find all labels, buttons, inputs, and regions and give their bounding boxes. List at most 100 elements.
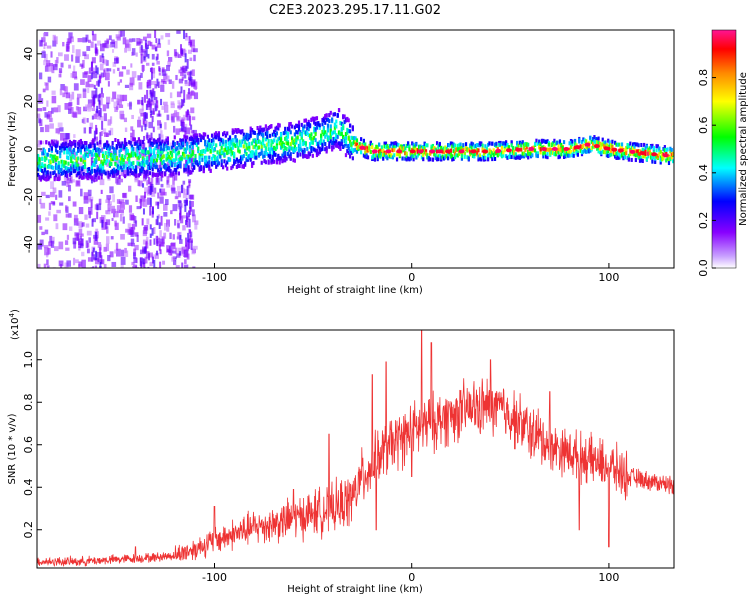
heatmap-streak-cell — [159, 249, 162, 255]
heatmap-noise-cell — [105, 243, 110, 252]
heatmap-band-cell — [94, 147, 98, 152]
heatmap-band-cell — [208, 146, 211, 151]
heatmap-band-cell — [119, 161, 123, 166]
heatmap-noise-cell — [177, 100, 181, 105]
heatmap-band-cell — [126, 148, 129, 153]
heatmap-band-cell — [605, 153, 608, 158]
heatmap-noise-cell — [73, 83, 79, 91]
heatmap-band-cell — [302, 150, 305, 155]
heatmap-band-cell — [70, 168, 73, 173]
heatmap-noise-cell — [37, 214, 42, 223]
heatmap-band-cell — [72, 139, 76, 144]
heatmap-band-cell — [314, 132, 317, 137]
heatmap-band-cell — [114, 138, 117, 143]
heatmap-band-cell — [165, 153, 168, 158]
heatmap-noise-cell — [98, 97, 103, 106]
heatmap-band-cell — [560, 142, 563, 147]
heatmap-band-cell — [659, 158, 662, 163]
heatmap-noise-cell — [186, 242, 189, 250]
heatmap-band-cell — [140, 168, 143, 173]
heatmap-band-cell — [114, 161, 117, 166]
heatmap-band-cell — [231, 128, 234, 133]
heatmap-band-cell — [447, 151, 450, 156]
heatmap-band-cell — [346, 127, 349, 132]
heatmap-band-cell — [393, 145, 396, 150]
heatmap-band-cell — [133, 137, 136, 142]
heatmap-noise-cell — [42, 107, 47, 111]
heatmap-band-cell — [467, 156, 470, 161]
heatmap-streak-cell — [146, 89, 149, 99]
heatmap-streak-cell — [149, 197, 152, 207]
heatmap-band-cell — [550, 142, 553, 147]
heatmap-band-cell — [210, 133, 214, 138]
heatmap-band-cell — [535, 153, 538, 158]
heatmap-streak-cell — [156, 100, 159, 108]
heatmap-band-cell — [170, 152, 174, 157]
heatmap-noise-cell — [69, 180, 73, 184]
heatmap-band-cell — [141, 166, 145, 171]
heatmap-band-cell — [304, 130, 308, 135]
heatmap-band-cell — [511, 148, 515, 153]
heatmap-noise-cell — [105, 199, 110, 203]
heatmap-noise-cell — [82, 90, 87, 99]
heatmap-noise-cell — [129, 77, 135, 86]
heatmap-band-cell — [46, 170, 49, 175]
heatmap-noise-cell — [187, 49, 192, 54]
heatmap-streak-cell — [189, 200, 192, 209]
heatmap-band-cell — [384, 141, 388, 146]
heatmap-band-cell — [344, 132, 348, 137]
heatmap-band-cell — [302, 127, 305, 132]
heatmap-band-cell — [437, 157, 440, 162]
heatmap-streak-cell — [181, 262, 184, 268]
heatmap-noise-cell — [137, 119, 142, 128]
heatmap-band-cell — [480, 157, 483, 162]
heatmap-noise-cell — [51, 95, 57, 104]
snr-y-multiplier: (x104) — [8, 309, 21, 340]
heatmap-band-cell — [267, 142, 270, 147]
heatmap-band-cell — [394, 144, 397, 149]
heatmap-band-cell — [603, 150, 606, 155]
heatmap-band-cell — [234, 143, 237, 148]
heatmap-band-cell — [627, 157, 631, 162]
heatmap-peak-cell — [584, 142, 591, 147]
heatmap-band-cell — [637, 151, 640, 156]
heatmap-noise-cell — [160, 84, 165, 92]
heatmap-band-cell — [389, 144, 392, 149]
heatmap-noise-cell — [178, 200, 182, 207]
heatmap-band-cell — [119, 165, 123, 170]
heatmap-band-cell — [623, 149, 626, 154]
heatmap-band-cell — [546, 147, 549, 152]
heatmap-band-cell — [295, 140, 298, 145]
heatmap-noise-cell — [37, 108, 43, 112]
heatmap-band-cell — [206, 147, 210, 152]
heatmap-band-cell — [260, 147, 263, 152]
heatmap-noise-cell — [44, 247, 49, 256]
heatmap-band-cell — [197, 146, 200, 151]
heatmap-band-cell — [132, 149, 135, 154]
heatmap-noise-cell — [68, 64, 72, 69]
heatmap-band-cell — [104, 160, 107, 165]
heatmap-band-cell — [132, 160, 135, 165]
heatmap-streak-cell — [144, 111, 147, 121]
heatmap-band-cell — [572, 153, 575, 158]
heatmap-noise-cell — [159, 196, 164, 204]
heatmap-band-cell — [603, 140, 606, 145]
heatmap-band-cell — [411, 141, 414, 146]
heatmap-band-cell — [637, 143, 640, 148]
heatmap-band-cell — [293, 138, 296, 143]
heatmap-noise-cell — [109, 144, 113, 150]
snr-series-line — [37, 330, 674, 567]
heatmap-band-cell — [297, 120, 301, 125]
heatmap-noise-cell — [37, 144, 41, 148]
heatmap-band-cell — [308, 133, 312, 138]
heatmap-band-cell — [658, 148, 661, 153]
heatmap-band-cell — [550, 148, 553, 153]
heatmap-band-cell — [299, 130, 302, 135]
heatmap-band-cell — [186, 135, 189, 140]
heatmap-band-cell — [108, 151, 111, 156]
heatmap-band-cell — [322, 125, 325, 130]
heatmap-noise-cell — [81, 251, 85, 257]
heatmap-noise-cell — [184, 259, 187, 264]
heatmap-band-cell — [39, 176, 42, 181]
heatmap-band-cell — [347, 135, 350, 140]
